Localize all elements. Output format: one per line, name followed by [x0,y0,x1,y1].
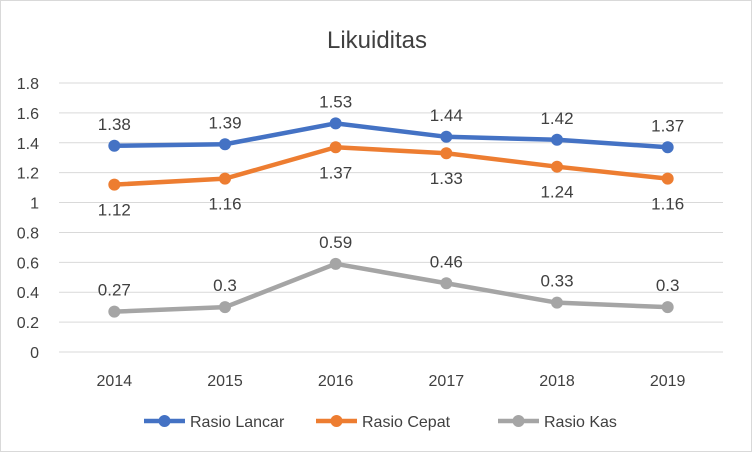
y-tick-label: 1.4 [17,136,39,153]
x-tick-label: 2014 [97,373,133,390]
legend-swatch-marker [158,415,171,427]
data-point [661,141,674,154]
x-tick-label: 2015 [207,373,243,390]
y-tick-label: 0.2 [17,315,39,332]
data-point [329,117,342,130]
y-tick-label: 1.6 [17,106,39,123]
data-label: 1.39 [208,113,241,132]
data-label: 0.3 [656,276,680,295]
y-tick-label: 1 [30,196,39,213]
data-label: 1.16 [651,195,684,214]
y-tick-label: 0.4 [17,285,39,302]
y-tick-label: 1.2 [17,166,39,183]
legend-swatch-marker [330,415,343,427]
data-point [108,178,121,191]
legend-label: Rasio Lancar [190,414,285,431]
data-label: 1.37 [651,116,684,135]
data-point [108,305,121,318]
data-point [219,138,231,151]
data-label: 0.33 [540,272,573,291]
x-tick-label: 2018 [539,373,575,390]
data-point [661,172,674,185]
legend-swatch-marker [512,415,525,427]
y-tick-label: 0 [30,345,39,362]
data-label: 0.27 [98,281,131,300]
x-tick-label: 2019 [650,373,686,390]
data-label: 1.24 [540,183,573,202]
data-label: 1.37 [319,163,352,182]
x-tick-label: 2016 [318,373,354,390]
data-point [440,147,453,160]
data-point [329,257,342,270]
data-point [329,141,342,154]
y-tick-label: 0.6 [17,255,39,272]
data-label: 1.42 [540,109,573,128]
data-label: 1.33 [430,169,463,188]
data-point [219,172,231,185]
x-tick-label: 2017 [429,373,465,390]
series-line [114,145,668,187]
data-point [551,133,563,146]
y-tick-label: 1.8 [17,76,39,93]
data-label: 0.46 [430,252,463,271]
data-point [440,277,453,290]
series-line [114,261,668,314]
data-point [219,301,231,314]
data-point [108,139,121,152]
data-point [551,160,563,173]
data-label: 1.44 [430,106,463,125]
legend-label: Rasio Cepat [362,414,451,431]
data-label: 0.59 [319,233,352,252]
data-label: 1.12 [98,201,131,220]
y-tick-label: 0.8 [17,225,39,242]
chart-title: Likuiditas [327,27,427,54]
data-point [440,130,453,143]
data-label: 1.16 [208,195,241,214]
data-label: 0.3 [213,276,237,295]
data-point [661,301,674,314]
series-line [114,121,668,150]
data-point [551,296,563,309]
data-label: 1.53 [319,92,352,111]
legend-label: Rasio Kas [544,414,617,431]
data-label: 1.38 [98,115,131,134]
